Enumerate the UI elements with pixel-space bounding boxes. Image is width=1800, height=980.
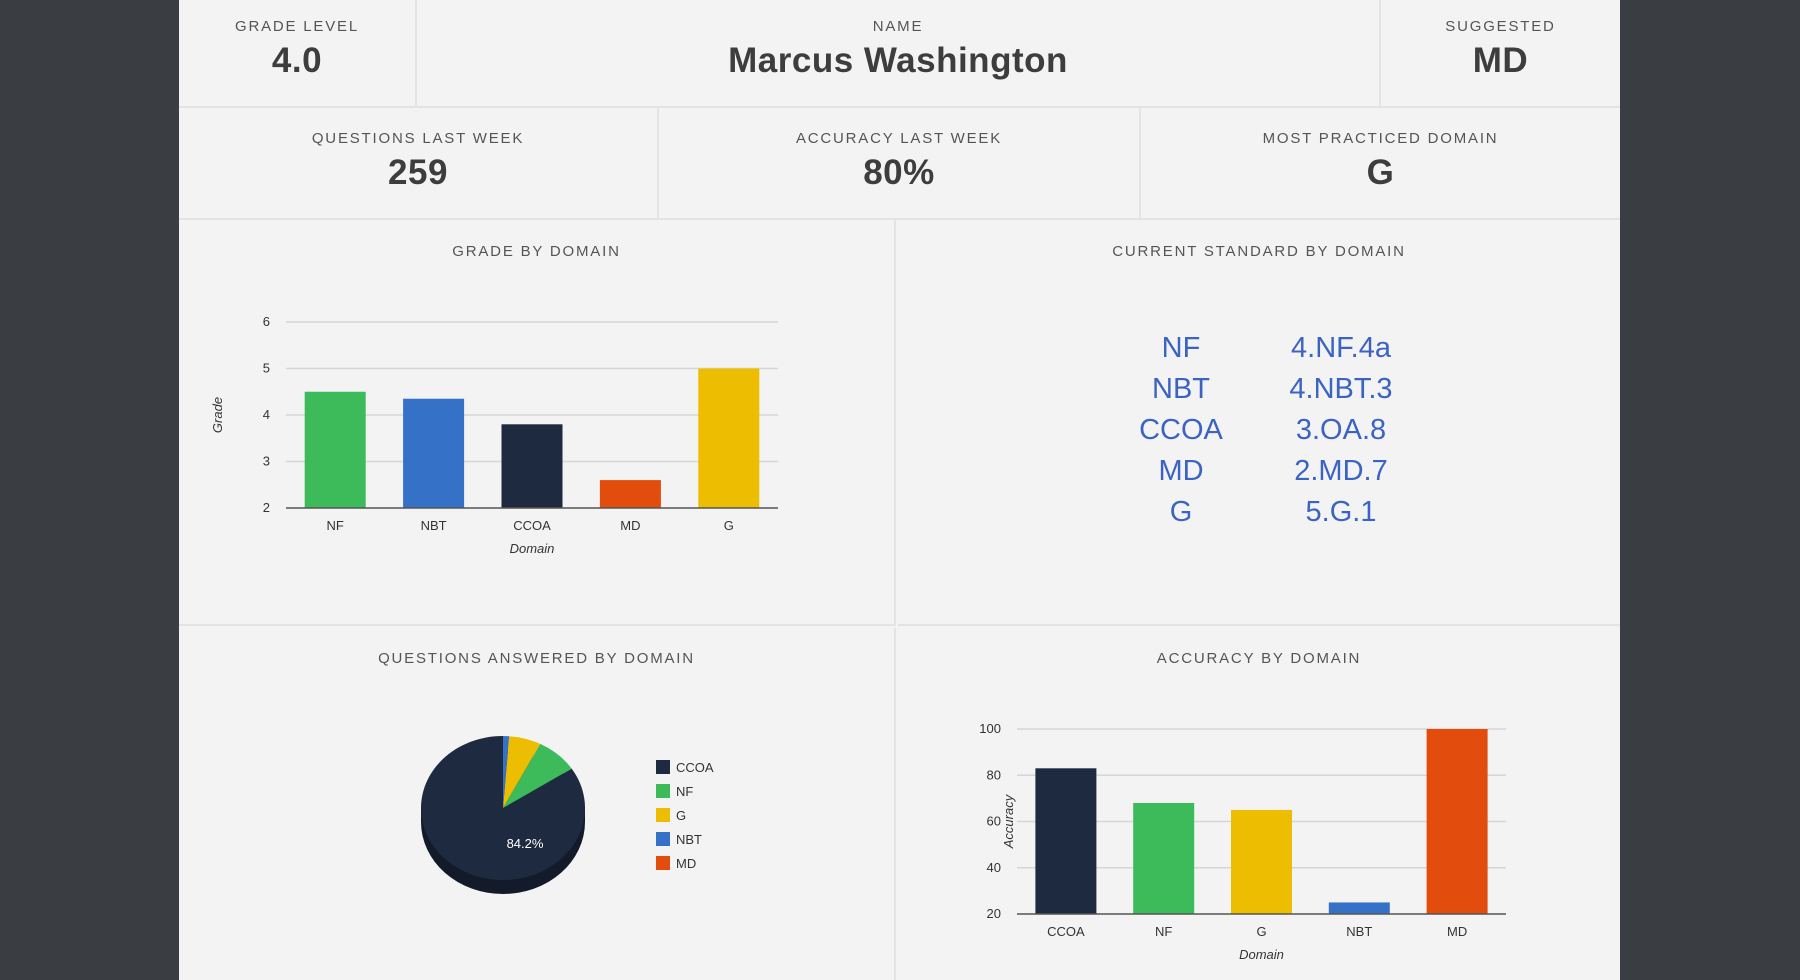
grade-by-domain-panel: GRADE BY DOMAIN 2 3 4 5 6 NF NBT CCOA MD G Domain G… — [179, 220, 896, 626]
standard-code: 3.OA.8 — [1295, 414, 1387, 446]
bar-g — [1231, 809, 1292, 914]
legend-label: NF — [676, 784, 693, 799]
x-axis-title: Domain — [510, 541, 555, 556]
standard-domain: CCOA — [1139, 414, 1223, 446]
legend-label: MD — [676, 856, 696, 871]
standard-row: MD 2.MD.7 — [1101, 451, 1421, 492]
legend-swatch-nf — [656, 784, 670, 798]
accuracy-by-domain-chart: 20 40 60 80 100 CCOA NF G NBT MD Domain Accuracy — [979, 721, 1506, 962]
standard-row: G 5.G.1 — [1101, 492, 1421, 533]
questions-last-week-label: QUESTIONS LAST WEEK — [311, 130, 525, 147]
legend-label: NBT — [676, 832, 702, 847]
standard-code: 2.MD.7 — [1294, 455, 1388, 487]
most-practiced-domain-label: MOST PRACTICED DOMAIN — [1262, 130, 1499, 147]
bar-nf — [1133, 803, 1195, 914]
student-name: Marcus Washington — [728, 41, 1068, 80]
standard-domain: G — [1169, 496, 1193, 528]
standard-row: NBT 4.NBT.3 — [1101, 369, 1421, 410]
x-tick-label: NF — [327, 518, 344, 533]
y-tick-label: 60 — [987, 814, 1001, 829]
y-tick-label: 4 — [263, 407, 270, 422]
x-tick-label: G — [1256, 924, 1266, 939]
legend-swatch-g — [656, 808, 670, 822]
standards-table: NF 4.NF.4a NBT 4.NBT.3 CCOA 3.OA.8 MD 2.MD.7 G 5.… — [1101, 328, 1421, 533]
y-tick-label: 80 — [987, 767, 1001, 782]
legend-label: CCOA — [676, 760, 714, 775]
weekly-stats-row: QUESTIONS LAST WEEK 259 ACCURACY LAST WE… — [179, 108, 1620, 220]
accuracy-by-domain-panel: ACCURACY BY DOMAIN 20 40 60 80 100 CCOA NF G NBT… — [898, 628, 1620, 980]
accuracy-by-domain-title: ACCURACY BY DOMAIN — [1156, 650, 1362, 667]
student-dashboard: GRADE LEVEL 4.0 NAME Marcus Washington S… — [179, 0, 1620, 980]
bar-ccoa — [1035, 768, 1097, 914]
x-tick-label: MD — [1447, 924, 1467, 939]
grade-by-domain-chart: 2 3 4 5 6 NF NBT CCOA MD G Domain Grade — [210, 314, 778, 556]
bar-md — [1426, 729, 1488, 914]
pie-slice-nf — [503, 743, 572, 808]
y-axis-title: Grade — [210, 397, 225, 433]
standard-domain: MD — [1158, 455, 1204, 487]
accuracy-last-week-value: 80% — [863, 153, 935, 192]
standard-code: 4.NBT.3 — [1289, 373, 1393, 405]
standard-domain: NF — [1161, 332, 1201, 364]
grade-by-domain-title: GRADE BY DOMAIN — [452, 243, 621, 260]
suggested-card: SUGGESTED MD — [1381, 0, 1620, 106]
questions-by-domain-panel: QUESTIONS ANSWERED BY DOMAIN 84.2% CCOA NF… — [179, 628, 896, 980]
standard-row: NF 4.NF.4a — [1101, 328, 1421, 369]
x-tick-label: MD — [620, 518, 640, 533]
x-tick-label: CCOA — [513, 518, 551, 533]
x-tick-label: NBT — [1346, 924, 1372, 939]
x-tick-label: NF — [1155, 924, 1172, 939]
y-tick-label: 40 — [987, 860, 1001, 875]
questions-by-domain-title: QUESTIONS ANSWERED BY DOMAIN — [378, 650, 695, 667]
suggested-value: MD — [1472, 41, 1529, 80]
standard-code: 4.NF.4a — [1291, 332, 1391, 364]
y-tick-label: 3 — [263, 454, 270, 469]
grade-level-label: GRADE LEVEL — [234, 18, 359, 35]
bar-nf — [304, 391, 366, 508]
bar-ccoa — [501, 424, 563, 508]
questions-by-domain-chart: 84.2% CCOA NF G NBT MD — [420, 736, 714, 894]
y-tick-label: 6 — [263, 314, 270, 329]
x-tick-label: G — [724, 518, 734, 533]
accuracy-last-week-card: ACCURACY LAST WEEK 80% — [659, 108, 1141, 218]
y-tick-label: 100 — [979, 721, 1001, 736]
x-tick-label: NBT — [421, 518, 447, 533]
accuracy-last-week-label: ACCURACY LAST WEEK — [795, 130, 1003, 147]
most-practiced-domain-value: G — [1366, 153, 1395, 192]
x-axis-title: Domain — [1239, 947, 1284, 962]
pie-slice-nbt — [503, 736, 510, 808]
name-label: NAME — [872, 18, 924, 35]
y-axis-title: Accuracy — [1001, 793, 1016, 849]
bar-md — [599, 480, 661, 508]
legend-swatch-ccoa — [656, 760, 670, 774]
suggested-label: SUGGESTED — [1445, 18, 1556, 35]
current-standard-panel: CURRENT STANDARD BY DOMAIN NF 4.NF.4a NBT 4… — [898, 220, 1620, 626]
questions-last-week-value: 259 — [388, 153, 448, 192]
bar-nbt — [1328, 902, 1390, 914]
y-tick-label: 20 — [987, 906, 1001, 921]
student-header-row: GRADE LEVEL 4.0 NAME Marcus Washington S… — [179, 0, 1620, 108]
legend-swatch-nbt — [656, 832, 670, 846]
grade-level-card: GRADE LEVEL 4.0 — [179, 0, 417, 106]
x-tick-label: CCOA — [1047, 924, 1085, 939]
pie-slice-g — [503, 736, 541, 808]
standard-code: 5.G.1 — [1305, 496, 1377, 528]
legend-swatch-md — [656, 856, 670, 870]
y-tick-label: 5 — [263, 361, 270, 376]
grade-level-value: 4.0 — [271, 41, 323, 80]
y-tick-label: 2 — [263, 500, 270, 515]
name-card: NAME Marcus Washington — [417, 0, 1381, 106]
pie-slice-label: 84.2% — [507, 836, 544, 851]
legend-label: G — [676, 808, 686, 823]
most-practiced-domain-card: MOST PRACTICED DOMAIN G — [1141, 108, 1620, 218]
standard-row: CCOA 3.OA.8 — [1101, 410, 1421, 451]
questions-last-week-card: QUESTIONS LAST WEEK 259 — [179, 108, 659, 218]
bar-g — [698, 368, 760, 508]
standard-domain: NBT — [1152, 373, 1210, 405]
bar-nbt — [403, 398, 465, 508]
current-standard-title: CURRENT STANDARD BY DOMAIN — [1112, 243, 1406, 260]
